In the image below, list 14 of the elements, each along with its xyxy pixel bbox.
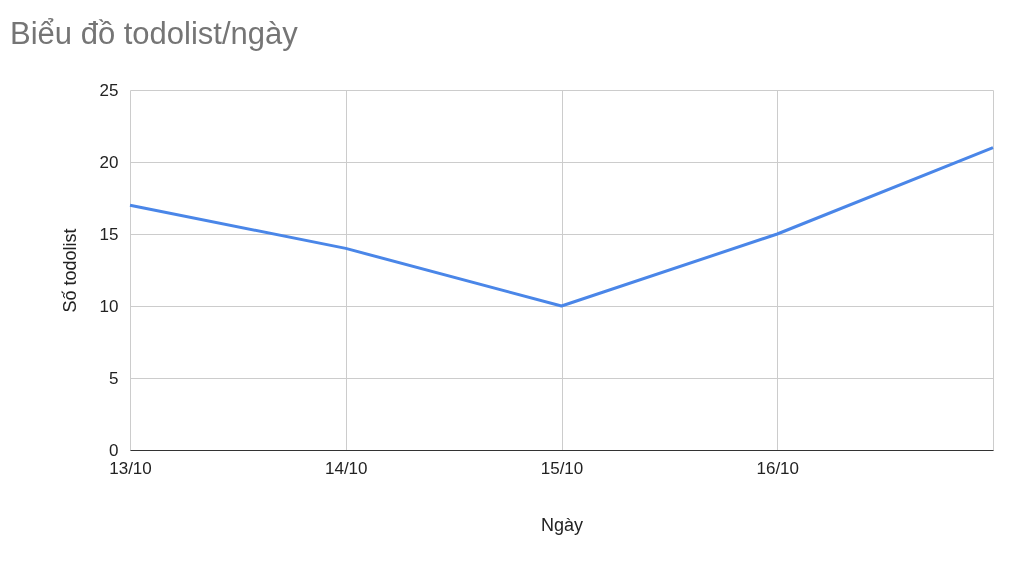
y-tick-label: 20 bbox=[99, 152, 119, 172]
x-tick-label: 15/10 bbox=[540, 458, 584, 478]
y-tick-label: 5 bbox=[109, 368, 119, 388]
chart-title: Biểu đồ todolist/ngày bbox=[10, 16, 299, 51]
y-tick-label: 15 bbox=[99, 224, 119, 244]
y-tick-label: 10 bbox=[99, 296, 119, 316]
x-tick-label: 14/10 bbox=[324, 458, 368, 478]
y-tick-label: 0 bbox=[109, 440, 119, 460]
x-axis-title: Ngày bbox=[540, 514, 584, 535]
line-series bbox=[128, 146, 995, 308]
x-tick-label: 16/10 bbox=[756, 458, 800, 478]
x-tick-label: 13/10 bbox=[109, 458, 152, 478]
y-tick-label: 25 bbox=[99, 80, 119, 100]
y-axis-title: Số todolist bbox=[59, 228, 80, 313]
